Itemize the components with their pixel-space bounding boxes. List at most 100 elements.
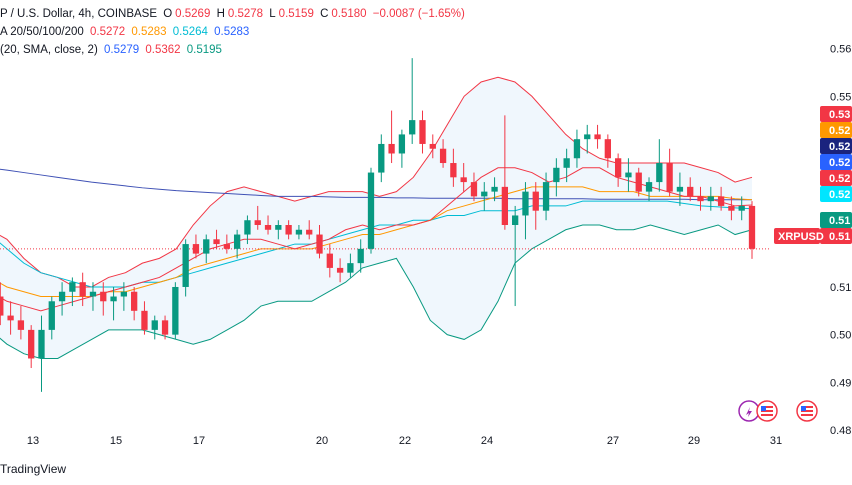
- x-tick-label: 22: [399, 435, 411, 447]
- candle-body: [336, 267, 344, 273]
- candle-body: [460, 177, 467, 183]
- candle-body: [0, 296, 4, 316]
- candle-body: [656, 163, 663, 183]
- x-tick-label: 29: [688, 435, 700, 447]
- candle-body: [100, 291, 107, 302]
- candle-body: [285, 225, 292, 235]
- y-tick-label: 0.48: [830, 425, 851, 437]
- candle-body: [398, 134, 406, 154]
- candle-body: [223, 244, 230, 249]
- candle-body: [553, 167, 560, 183]
- candle-body: [110, 296, 117, 302]
- high-value: 0.5278: [227, 8, 264, 20]
- candle-body: [676, 186, 684, 192]
- us-flag-event-icon[interactable]: [756, 400, 778, 422]
- candle-body: [213, 239, 220, 245]
- candle-body: [429, 143, 436, 149]
- candle-body: [532, 191, 539, 211]
- price-tag-label: 0.51: [829, 231, 850, 243]
- x-tick-label: 13: [27, 435, 39, 447]
- candle-body: [357, 248, 364, 264]
- ma200-value: 0.5283: [214, 26, 250, 38]
- candle-body: [347, 263, 354, 273]
- ma100-value: 0.5264: [172, 26, 208, 38]
- price-tag-bg: [820, 170, 852, 186]
- candle-body: [470, 182, 478, 197]
- candle-body: [275, 225, 282, 230]
- candle-body: [687, 186, 694, 197]
- us-flag-event-icon-2[interactable]: [796, 400, 818, 422]
- candle-body: [666, 163, 673, 192]
- change-value: −0.0087 (−1.65%): [372, 8, 465, 20]
- candle-body: [295, 229, 303, 235]
- candle-body: [131, 291, 138, 311]
- symbol-tag-label: XRPUSD: [778, 231, 824, 243]
- candle-body: [388, 143, 395, 154]
- close-label: C: [320, 8, 329, 20]
- bb-upper-value: 0.5362: [145, 44, 181, 56]
- y-tick-label: 0.50: [830, 330, 851, 342]
- candle-body: [717, 196, 725, 206]
- close-value: 0.5180: [331, 8, 367, 20]
- candle-body: [89, 291, 97, 297]
- candle-body: [69, 282, 76, 292]
- price-tag-bg: [820, 212, 852, 228]
- candle-body: [522, 191, 529, 216]
- price-tag-label: 0.52: [829, 125, 850, 137]
- x-tick-label: 27: [607, 435, 619, 447]
- candle-body: [192, 244, 200, 254]
- price-tag-label: 0.52: [829, 189, 850, 201]
- candle-body: [594, 134, 601, 140]
- bollinger-fill: [0, 77, 752, 359]
- open-label: O: [163, 8, 173, 20]
- candle-body: [707, 196, 714, 202]
- symbol-tag-bg: [774, 228, 820, 244]
- ma50-value: 0.5283: [131, 26, 167, 38]
- candle-body: [491, 186, 498, 192]
- price-tag-bg: [820, 154, 852, 170]
- candle-body: [7, 315, 14, 321]
- candle-body: [728, 205, 735, 211]
- x-tick-label: 31: [770, 435, 782, 447]
- x-tick-label: 24: [481, 435, 493, 447]
- candle-body: [79, 282, 86, 297]
- candle-body: [501, 186, 509, 225]
- candle-body: [172, 286, 179, 335]
- candle-body: [244, 220, 251, 235]
- candle-body: [17, 320, 25, 330]
- candle-body: [306, 229, 313, 235]
- candle-body: [316, 234, 323, 254]
- ma20-value: 0.5272: [89, 26, 126, 38]
- candle-body: [28, 329, 35, 359]
- high-label: H: [216, 8, 225, 20]
- x-tick-label: 20: [316, 435, 328, 447]
- candle-body: [254, 220, 261, 225]
- x-tick-label: 15: [110, 435, 122, 447]
- candle-body: [233, 234, 241, 249]
- candle-body: [542, 182, 550, 211]
- candle-body: [409, 120, 416, 135]
- candle-body: [367, 172, 375, 249]
- bb-legend: (20, SMA, close, 2) 0.5279 0.5362 0.5195: [0, 44, 225, 56]
- bb-lower-value: 0.5195: [186, 44, 222, 56]
- candle-body: [573, 139, 581, 159]
- bb-legend-label: (20, SMA, close, 2): [0, 44, 98, 56]
- price-tag-label: 0.52: [829, 157, 850, 169]
- candle-body: [625, 172, 632, 178]
- y-tick-label: 0.56: [830, 44, 851, 56]
- candle-body: [378, 143, 385, 173]
- y-tick-label: 0.55: [830, 91, 851, 103]
- price-tag-label: 0.52: [829, 141, 850, 153]
- price-tag-bg: [820, 138, 852, 154]
- low-label: L: [269, 8, 276, 20]
- ma-legend: A 20/50/100/200 0.5272 0.5283 0.5264 0.5…: [0, 26, 252, 38]
- candle-body: [584, 134, 591, 140]
- candle-body: [58, 291, 66, 302]
- candle-body: [450, 163, 457, 178]
- bollinger-lower-line: [0, 224, 753, 359]
- y-tick-label: 0.51: [830, 282, 851, 294]
- x-tick-label: 17: [193, 435, 205, 447]
- candle-body: [697, 196, 704, 202]
